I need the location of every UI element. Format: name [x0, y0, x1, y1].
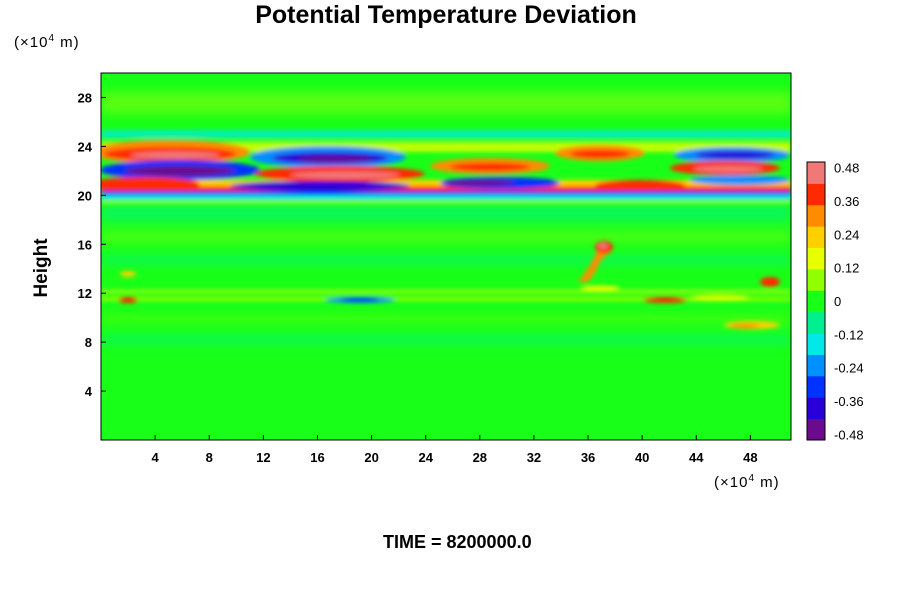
colorbar-tick-label: 0: [834, 294, 841, 309]
plot-frame: [100, 72, 792, 441]
x-axis-unit: (×104 m): [714, 473, 780, 491]
colorbar-swatch: [807, 397, 825, 420]
y-tick-label: 20: [78, 188, 92, 203]
y-tick-label: 24: [78, 139, 93, 154]
colorbar-swatch: [807, 183, 825, 206]
colorbar-swatch: [807, 162, 825, 184]
x-tick-label: 48: [743, 450, 757, 465]
colorbar-swatch: [807, 226, 825, 249]
x-tick-label: 4: [152, 450, 160, 465]
mid-level-features: [101, 241, 791, 329]
y-tick-label: 28: [78, 90, 92, 105]
y-tick-label: 8: [85, 335, 92, 350]
time-label: TIME = 8200000.0: [383, 532, 532, 552]
colorbar-tick-label: 0.36: [834, 194, 859, 209]
x-tick-label: 16: [310, 450, 324, 465]
background-bands: [101, 92, 791, 344]
y-tick-label: 4: [85, 384, 93, 399]
chart-title: Potential Temperature Deviation: [255, 1, 637, 29]
colorbar-swatch: [807, 247, 825, 270]
colorbar-swatch: [807, 311, 825, 334]
x-tick-label: 44: [689, 450, 704, 465]
colorbar: 0.48 0.36 0.24 0.12 0 -0.12 -0.24 -0.36 -0.48: [806, 161, 864, 442]
x-tick-label: 28: [473, 450, 487, 465]
colorbar-swatch: [807, 333, 825, 355]
colorbar-frame: [806, 161, 826, 441]
colorbar-tick-label: -0.24: [834, 361, 864, 376]
x-tick-label: 36: [581, 450, 595, 465]
colorbar-tick-label: -0.48: [834, 427, 864, 442]
x-tick-label: 40: [635, 450, 649, 465]
upper-wave-layer: [101, 130, 791, 204]
x-axis-ticks: 4 8 12 16 20 24 28 32 36 40 44 48: [152, 435, 758, 465]
colorbar-tick-label: 0.48: [834, 161, 859, 176]
colorbar-swatch: [807, 290, 825, 313]
x-tick-label: 32: [527, 450, 541, 465]
colorbar-swatch: [807, 375, 825, 398]
colorbar-swatch: [807, 354, 825, 377]
y-tick-label: 12: [78, 286, 92, 301]
colorbar-tick-label: 0.12: [834, 261, 859, 276]
colorbar-swatch: [807, 418, 825, 441]
colorbar-swatch: [807, 204, 825, 227]
y-tick-label: 16: [78, 237, 92, 252]
x-tick-label: 20: [364, 450, 378, 465]
x-tick-label: 24: [418, 450, 433, 465]
heatmap-field: [101, 73, 791, 440]
y-axis-unit: (×104 m): [14, 33, 80, 51]
colorbar-tick-label: -0.36: [834, 394, 864, 409]
colorbar-tick-label: -0.12: [834, 327, 864, 342]
colorbar-tick-label: 0.24: [834, 227, 859, 242]
x-tick-label: 12: [256, 450, 270, 465]
y-axis-ticks: 4 8 12 16 20 24 28: [78, 90, 106, 399]
x-tick-label: 8: [206, 450, 213, 465]
colorbar-swatch: [807, 268, 825, 291]
